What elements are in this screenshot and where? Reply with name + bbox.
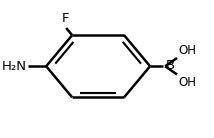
Text: F: F [61, 12, 69, 25]
Text: OH: OH [178, 76, 196, 89]
Text: OH: OH [178, 44, 196, 57]
Text: B: B [166, 59, 175, 72]
Text: H₂N: H₂N [2, 60, 27, 73]
